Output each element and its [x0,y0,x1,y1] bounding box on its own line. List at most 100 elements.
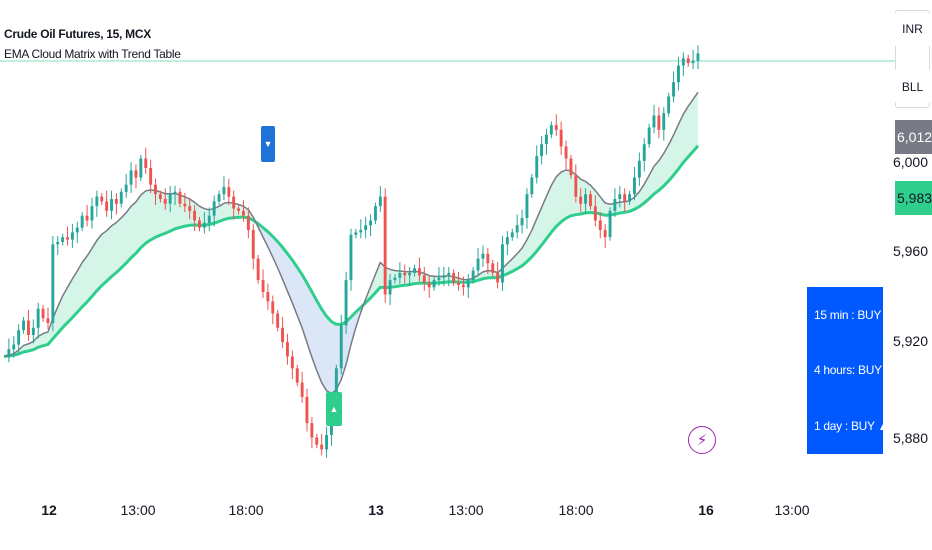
time-label: 13:00 [774,502,810,518]
candle [349,228,353,291]
candle [266,283,270,310]
candle [589,190,592,210]
previous-price-tag: 6,012 [895,120,932,154]
candle-body [290,356,294,369]
candle [496,262,500,289]
candle-body [388,280,392,295]
candle [315,433,319,449]
price-label: 6,000 [892,154,928,170]
candle [281,317,284,349]
candle-body [334,368,338,409]
candle [618,185,622,208]
candle-body [574,175,578,197]
candle-body [603,230,607,238]
candle-body [46,318,50,323]
trend-row-1day: 1 day : BUY ▲ [814,419,890,434]
candle [413,264,416,277]
candle-body [315,437,319,445]
candle-body [295,368,299,383]
candle-body [41,308,45,319]
candle-body [144,158,148,168]
candle-body [227,187,231,197]
candle [598,212,602,239]
candle [647,123,651,148]
time-axis[interactable]: 12 13:00 18:00 13 13:00 18:00 16 13:00 [0,490,895,550]
candle-body [466,280,470,288]
candle [545,128,548,155]
candle-body [593,206,597,221]
candle-body [686,58,690,64]
candle [398,262,402,284]
lightning-bolt-icon[interactable]: ⚡ [688,426,716,454]
buy-signal-marker: ▲ [326,392,342,426]
candle [540,135,543,165]
candle-body [173,191,177,195]
candle-body [559,129,563,147]
trend-row-4hours: 4 hours: BUY ▲ [814,363,897,378]
candle-body [637,160,641,178]
candle-body [496,272,500,283]
candle [134,164,138,189]
candle-body [471,270,475,280]
chart-pane[interactable]: Crude Oil Futures, 15, MCX EMA Cloud Mat… [0,0,897,490]
candle-body [457,282,460,285]
candle [198,216,201,232]
candle [163,188,167,210]
price-chart[interactable] [0,0,895,490]
candle-body [207,215,211,223]
candle [501,235,504,291]
candle-body [7,349,11,357]
candle [422,266,426,291]
candle-body [158,194,162,199]
candle [290,350,294,380]
candle [119,188,123,208]
candle [31,319,35,344]
candle-body [613,199,617,211]
candle-body [584,194,587,204]
candle [105,190,109,217]
candle [686,54,690,67]
candle-body [422,275,426,283]
candle [114,193,118,215]
candle [339,314,343,375]
bull-cloud-segment [4,190,259,357]
candle [300,371,304,403]
candle-body [427,282,431,288]
candle [149,159,153,194]
candle [85,204,89,227]
candle-body [198,220,201,228]
candle [154,178,157,205]
candle-body [540,144,543,157]
candle [41,305,45,322]
candle [202,212,206,234]
last-price-tag: 5,983 [895,181,932,215]
candle [593,195,597,227]
currency-button[interactable]: INR [895,12,930,46]
candle [124,173,128,198]
candle-body [178,191,182,204]
candle [466,274,470,298]
candle [71,224,74,248]
indicator-title[interactable]: EMA Cloud Matrix with Trend Table [4,47,181,61]
candle [188,197,192,220]
candle-body [510,232,514,238]
candle-body [677,65,680,83]
price-axis[interactable]: INR BLL 6,000 5,960 5,920 5,880 6,012 5,… [892,0,932,490]
unit-button[interactable]: BLL [895,70,930,104]
candle [569,154,573,179]
symbol-title[interactable]: Crude Oil Futures, 15, MCX [4,27,151,41]
candle-body [51,244,55,323]
candle-body [251,230,255,259]
candle-body [408,272,412,276]
candle-body [359,230,363,233]
candle-body [202,222,206,228]
candle-body [80,215,84,228]
candle-body [437,277,441,281]
bear-cloud-segment [258,223,366,394]
candle-body [652,115,656,128]
candle [354,228,358,239]
candle-body [505,237,509,245]
candle-body [447,272,451,276]
candle-body [549,125,553,135]
candle [17,324,21,356]
